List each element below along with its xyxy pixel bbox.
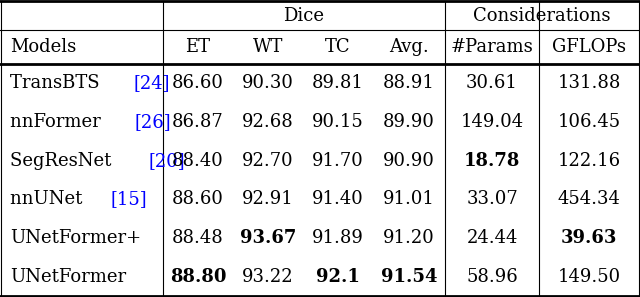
Text: 91.89: 91.89 <box>312 229 364 247</box>
Text: 86.87: 86.87 <box>172 113 224 131</box>
Text: Avg.: Avg. <box>389 38 429 56</box>
Text: 90.30: 90.30 <box>242 74 294 92</box>
Text: 18.78: 18.78 <box>464 152 520 170</box>
Text: 39.63: 39.63 <box>561 229 617 247</box>
Text: 92.91: 92.91 <box>242 190 294 208</box>
Text: [15]: [15] <box>111 190 147 208</box>
Text: 33.07: 33.07 <box>466 190 518 208</box>
Text: 30.61: 30.61 <box>466 74 518 92</box>
Text: SegResNet: SegResNet <box>10 152 117 170</box>
Text: 91.54: 91.54 <box>381 268 437 286</box>
Text: 86.60: 86.60 <box>172 74 224 92</box>
Text: 90.90: 90.90 <box>383 152 435 170</box>
Text: 92.70: 92.70 <box>242 152 294 170</box>
Text: 90.15: 90.15 <box>312 113 364 131</box>
Text: nnUNet: nnUNet <box>10 190 88 208</box>
Text: 89.81: 89.81 <box>312 74 364 92</box>
Text: #Params: #Params <box>451 38 533 56</box>
Text: GFLOPs: GFLOPs <box>552 38 626 56</box>
Text: 91.01: 91.01 <box>383 190 435 208</box>
Text: 92.68: 92.68 <box>242 113 294 131</box>
Text: Considerations: Considerations <box>473 7 611 25</box>
Text: WT: WT <box>253 38 283 56</box>
Text: 149.04: 149.04 <box>460 113 524 131</box>
Text: 58.96: 58.96 <box>466 268 518 286</box>
Text: 88.40: 88.40 <box>172 152 224 170</box>
Text: 88.60: 88.60 <box>172 190 224 208</box>
Text: 93.22: 93.22 <box>242 268 294 286</box>
Text: 88.80: 88.80 <box>170 268 227 286</box>
Text: 91.70: 91.70 <box>312 152 364 170</box>
Text: 122.16: 122.16 <box>557 152 621 170</box>
Text: nnFormer: nnFormer <box>10 113 106 131</box>
Text: UNetFormer+: UNetFormer+ <box>10 229 141 247</box>
Text: 106.45: 106.45 <box>557 113 621 131</box>
Text: 88.91: 88.91 <box>383 74 435 92</box>
Text: 91.20: 91.20 <box>383 229 435 247</box>
Text: 92.1: 92.1 <box>316 268 360 286</box>
Text: [24]: [24] <box>133 74 170 92</box>
Text: [26]: [26] <box>134 113 171 131</box>
Text: 88.48: 88.48 <box>172 229 224 247</box>
Text: 93.67: 93.67 <box>240 229 296 247</box>
Text: TransBTS: TransBTS <box>10 74 106 92</box>
Text: [20]: [20] <box>148 152 185 170</box>
Text: TC: TC <box>325 38 351 56</box>
Text: Models: Models <box>10 38 76 56</box>
Text: 131.88: 131.88 <box>557 74 621 92</box>
Text: 89.90: 89.90 <box>383 113 435 131</box>
Text: 454.34: 454.34 <box>557 190 620 208</box>
Text: UNetFormer: UNetFormer <box>10 268 126 286</box>
Text: Dice: Dice <box>284 7 324 25</box>
Text: 149.50: 149.50 <box>557 268 621 286</box>
Text: 91.40: 91.40 <box>312 190 364 208</box>
Text: 24.44: 24.44 <box>467 229 518 247</box>
Text: ET: ET <box>186 38 211 56</box>
